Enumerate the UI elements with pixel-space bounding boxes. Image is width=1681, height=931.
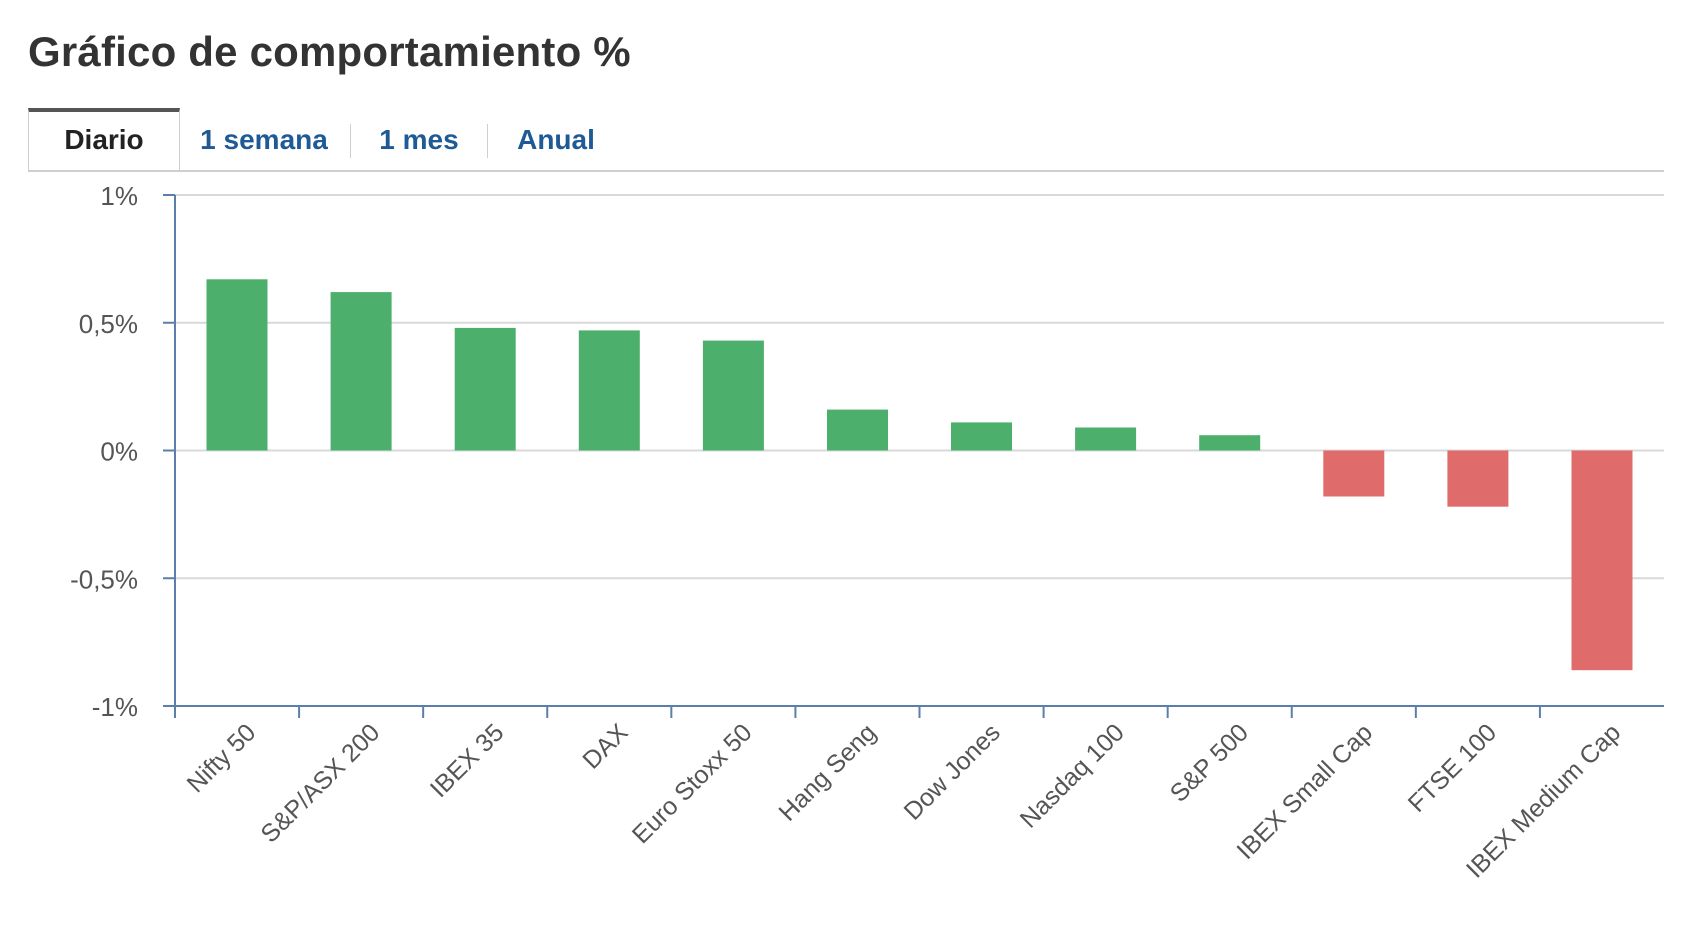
y-tick-label: 1% [100,181,138,211]
y-tick-label: -0,5% [70,564,138,594]
period-tabs: Diario 1 semana 1 mes Anual [28,108,1664,172]
x-tick-label: FTSE 100 [1403,718,1502,817]
bar-hang-seng [827,409,888,451]
bar-s-p-asx-200 [330,292,392,451]
tab-1-mes[interactable]: 1 mes [379,124,459,155]
axis-labels: 1% 0,5% 0% -0,5% -1% Nifty 50S&P/ASX 200 IBEX … [70,181,1626,884]
x-tick-label: Nasdaq 100 [1015,718,1130,833]
bar-ibex-35 [454,327,516,451]
bar-nifty-50 [206,279,268,451]
tab-divider [487,124,488,158]
x-tick-label: IBEX Small Cap [1231,718,1378,865]
x-tick-label: Euro Stoxx 50 [627,718,758,849]
y-tick-label: -1% [92,692,138,722]
bar-euro-stoxx-50 [702,340,764,451]
x-tick-label: Nifty 50 [182,718,262,798]
tab-1-semana[interactable]: 1 semana [200,124,328,155]
x-tick-label: IBEX 35 [425,718,510,803]
x-tick-label: S&P 500 [1165,718,1254,807]
x-tick-label: Dow Jones [899,718,1006,825]
tab-anual[interactable]: Anual [517,124,595,155]
bar-dax [578,330,640,451]
y-tick-label: 0,5% [79,309,138,339]
x-tick-label: Hang Seng [773,718,881,826]
axes [163,194,1664,718]
bar-ibex-medium-cap [1571,450,1633,671]
page-title: Gráfico de comportamiento % [28,28,631,75]
bar-dow-jones [951,422,1012,451]
bar-s-p-500 [1199,435,1261,451]
y-tick-label: 0% [100,437,138,467]
x-tick-label: S&P/ASX 200 [256,718,386,848]
tab-diario[interactable]: Diario [28,108,180,170]
bar-nasdaq-100 [1075,427,1137,451]
bar-ibex-small-cap [1323,450,1385,497]
bar-ftse-100 [1447,450,1509,507]
grid-lines [175,194,1664,580]
x-tick-label: DAX [577,718,633,774]
tab-divider [350,124,351,158]
bars [206,279,1633,671]
